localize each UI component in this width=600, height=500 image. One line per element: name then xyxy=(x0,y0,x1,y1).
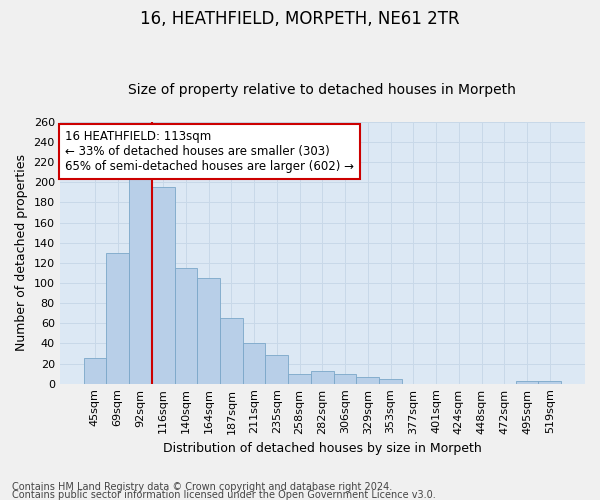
Bar xyxy=(243,344,265,384)
Text: 16 HEATHFIELD: 113sqm
← 33% of detached houses are smaller (303)
65% of semi-det: 16 HEATHFIELD: 113sqm ← 33% of detached … xyxy=(65,130,354,172)
Bar xyxy=(152,188,175,384)
Title: Size of property relative to detached houses in Morpeth: Size of property relative to detached ho… xyxy=(128,83,516,97)
Text: 16, HEATHFIELD, MORPETH, NE61 2TR: 16, HEATHFIELD, MORPETH, NE61 2TR xyxy=(140,10,460,28)
Bar xyxy=(197,278,220,384)
Y-axis label: Number of detached properties: Number of detached properties xyxy=(15,154,28,351)
Text: Contains HM Land Registry data © Crown copyright and database right 2024.: Contains HM Land Registry data © Crown c… xyxy=(12,482,392,492)
Bar xyxy=(175,268,197,384)
Bar xyxy=(379,378,402,384)
Bar xyxy=(129,177,152,384)
Bar xyxy=(288,374,311,384)
Bar xyxy=(220,318,243,384)
Bar xyxy=(265,356,288,384)
X-axis label: Distribution of detached houses by size in Morpeth: Distribution of detached houses by size … xyxy=(163,442,482,455)
Bar xyxy=(538,380,561,384)
Text: Contains public sector information licensed under the Open Government Licence v3: Contains public sector information licen… xyxy=(12,490,436,500)
Bar xyxy=(311,370,334,384)
Bar xyxy=(356,376,379,384)
Bar xyxy=(515,380,538,384)
Bar xyxy=(106,252,129,384)
Bar xyxy=(83,358,106,384)
Bar xyxy=(334,374,356,384)
